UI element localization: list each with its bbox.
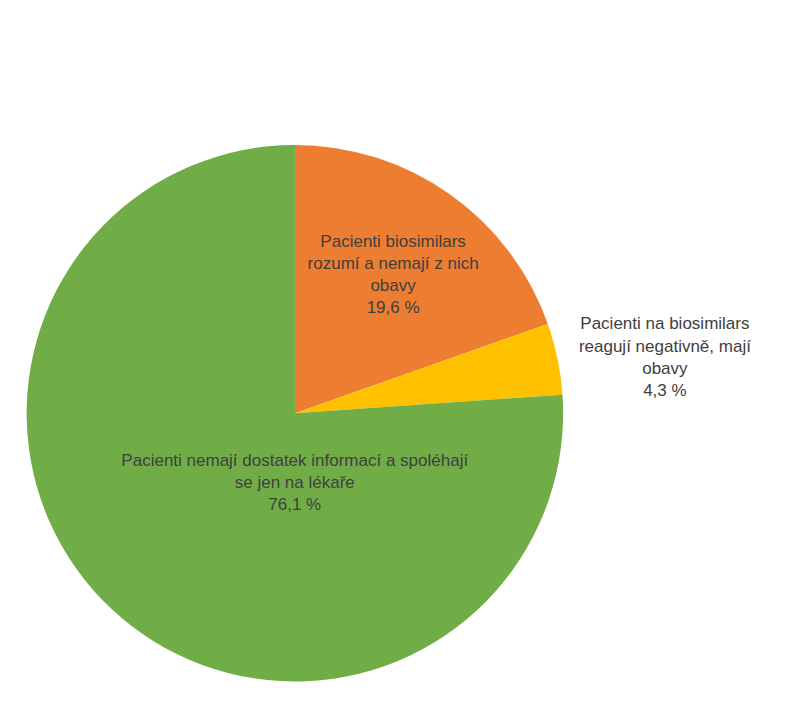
svg-text:Pacienti nemají dostatek infor: Pacienti nemají dostatek informací a spo… [121, 451, 468, 514]
svg-text:Pacienti na biosimilarsreagují: Pacienti na biosimilarsreagují negativně… [579, 314, 751, 399]
svg-text:Pacienti biosimilarsrozumí a n: Pacienti biosimilarsrozumí a nemají z ni… [308, 232, 479, 317]
